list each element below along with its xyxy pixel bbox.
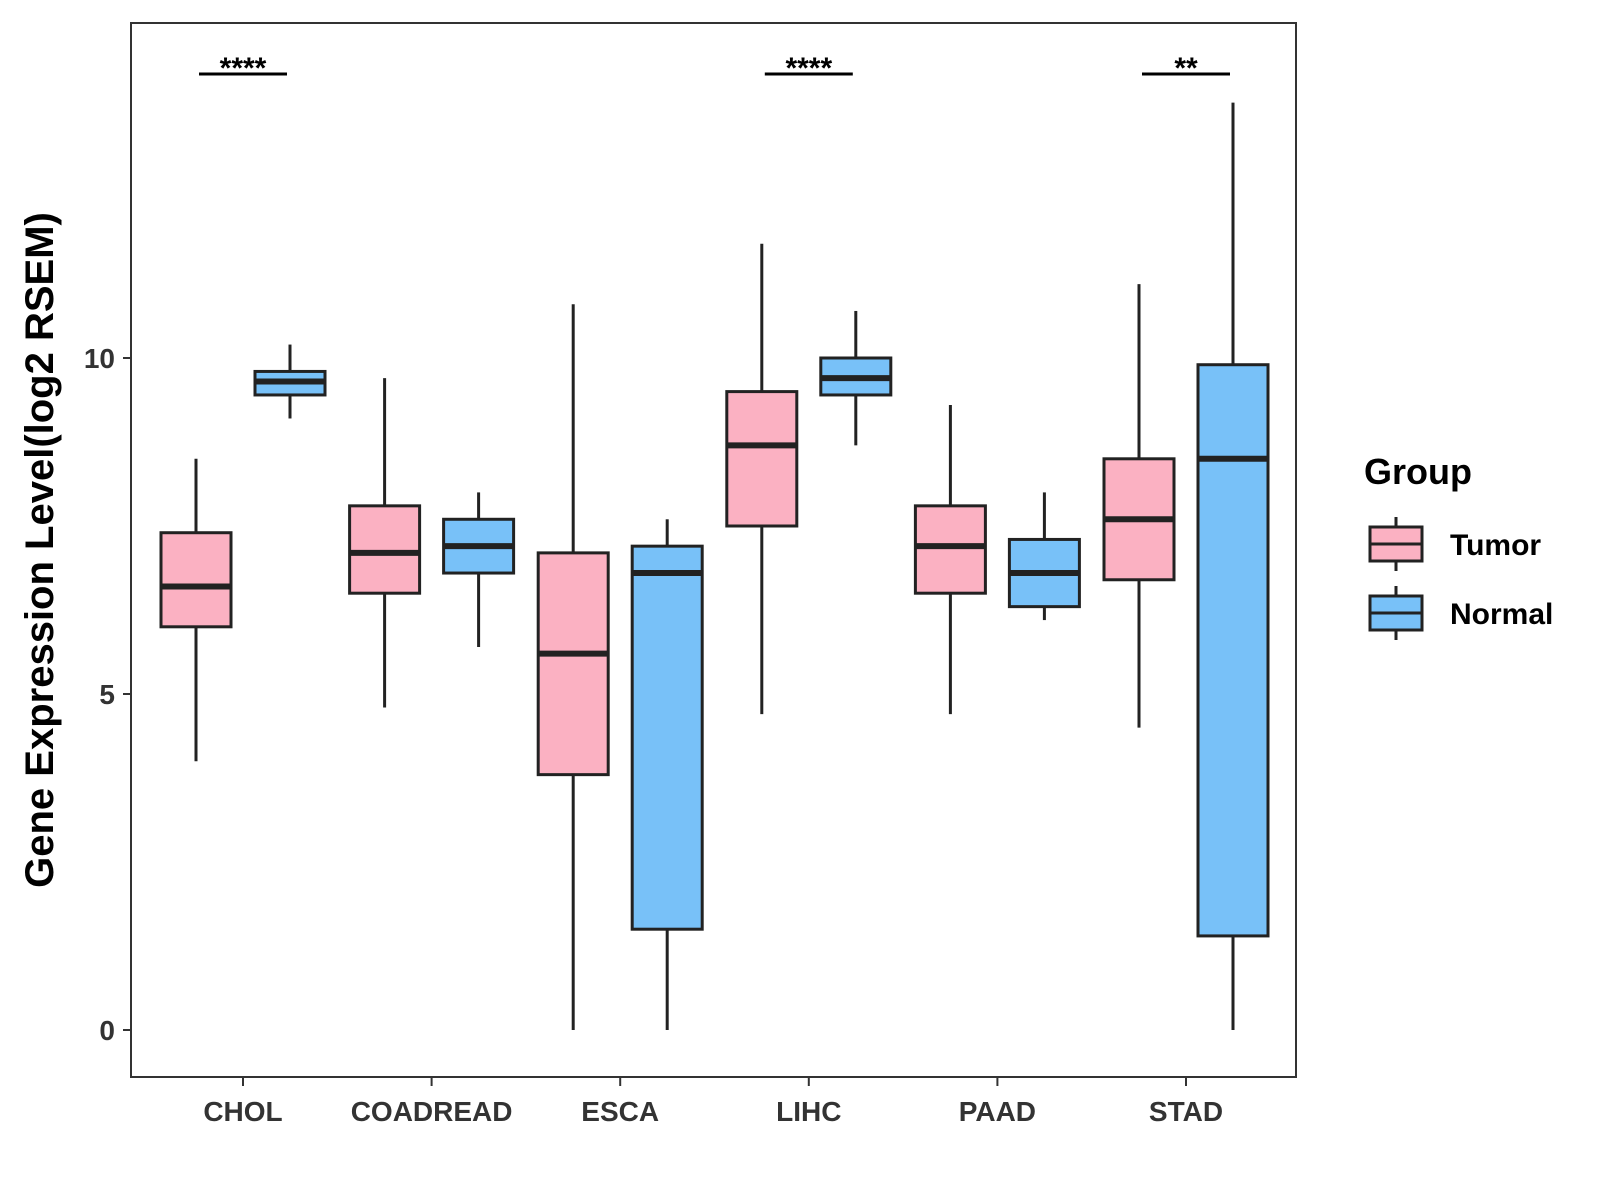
legend-title: Group: [1364, 451, 1472, 492]
x-axis: CHOL COADREAD ESCA LIHC PAAD STAD: [203, 1077, 1223, 1127]
box-body: [159, 531, 233, 629]
y-tick-label-5: 5: [99, 679, 115, 710]
box-body: [536, 551, 610, 777]
x-tick-label-stad: STAD: [1149, 1096, 1223, 1127]
box-tumor-coadread: [348, 378, 422, 708]
legend-item-tumor: Tumor: [1368, 517, 1541, 571]
box-tumor-esca: [536, 304, 610, 1030]
box-normal-paad: [1007, 492, 1081, 621]
y-tick-label-0: 0: [99, 1015, 115, 1046]
box-normal-lihc: [819, 310, 893, 446]
legend: Group Tumor Normal: [1364, 451, 1553, 640]
y-tick-label-10: 10: [84, 343, 115, 374]
box-normal-chol: [253, 344, 327, 419]
box-body: [1196, 363, 1270, 938]
box-series: [159, 102, 1270, 1030]
box-body: [725, 390, 799, 528]
box-tumor-stad: [1102, 284, 1176, 728]
box-normal-stad: [1196, 102, 1270, 1030]
x-tick-label-chol: CHOL: [203, 1096, 282, 1127]
x-tick-label-coadread: COADREAD: [351, 1096, 513, 1127]
sig-label-chol: ****: [220, 52, 267, 85]
box-tumor-chol: [159, 458, 233, 762]
sig-label-lihc: ****: [785, 52, 832, 85]
box-tumor-paad: [913, 405, 987, 715]
significance-annotations: **** **** **: [199, 52, 1230, 85]
y-axis: 0 5 10: [84, 343, 131, 1046]
box-tumor-lihc: [725, 243, 799, 715]
legend-item-normal: Normal: [1368, 586, 1553, 640]
y-axis-title: Gene Expression Level(log2 RSEM): [18, 212, 62, 888]
x-tick-label-paad: PAAD: [959, 1096, 1036, 1127]
box-body: [913, 504, 987, 595]
legend-label-tumor: Tumor: [1450, 529, 1541, 562]
legend-items: Tumor Normal: [1368, 517, 1553, 640]
box-body: [348, 504, 422, 595]
box-normal-esca: [630, 519, 704, 1030]
x-tick-label-lihc: LIHC: [776, 1096, 841, 1127]
box-normal-coadread: [442, 492, 516, 647]
legend-label-normal: Normal: [1450, 598, 1553, 631]
x-tick-label-esca: ESCA: [581, 1096, 659, 1127]
sig-label-stad: **: [1174, 52, 1198, 85]
box-body: [630, 544, 704, 931]
plot-panel: [130, 22, 1297, 1078]
